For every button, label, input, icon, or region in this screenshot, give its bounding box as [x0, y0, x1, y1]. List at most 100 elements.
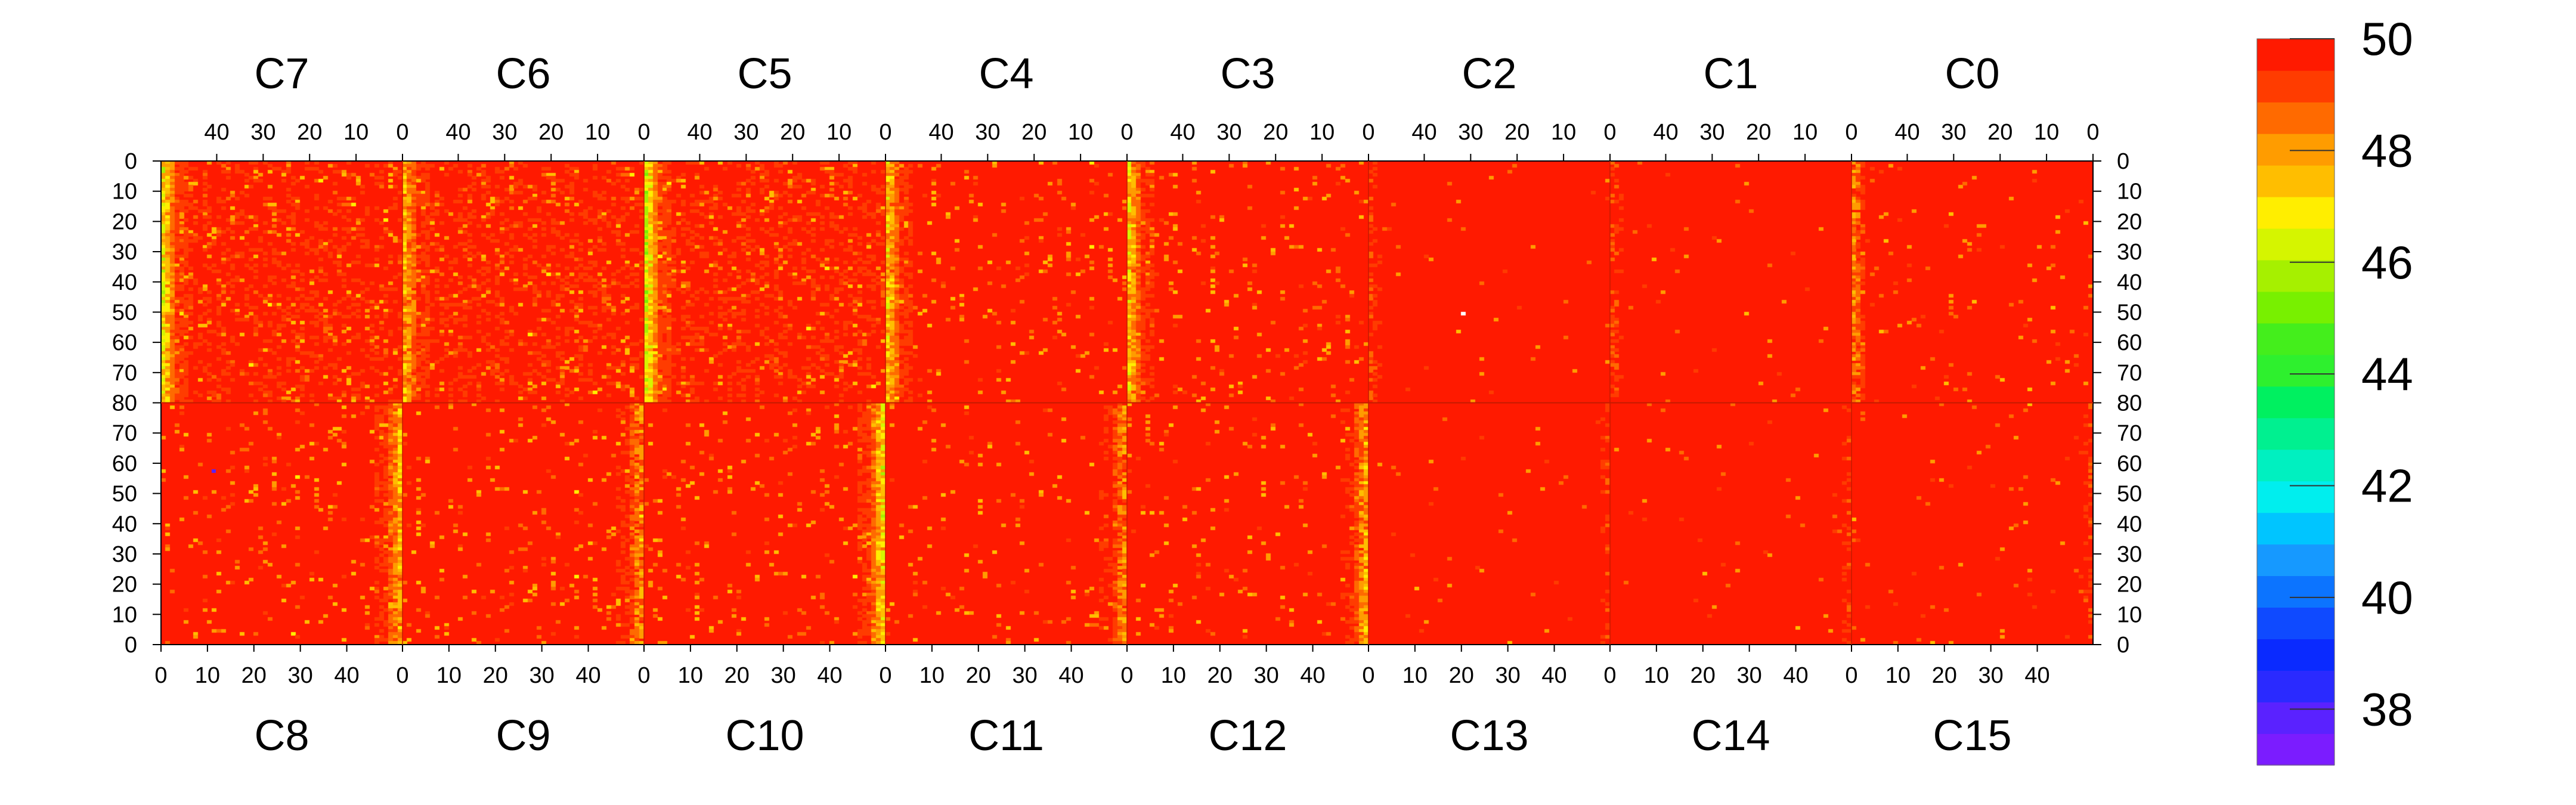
top-column-tick-label: 30 — [975, 120, 1000, 145]
colorbar-band — [2257, 386, 2334, 419]
colorbar-band — [2257, 607, 2334, 639]
colorbar-band — [2257, 70, 2334, 103]
colorbar-band — [2257, 354, 2334, 387]
row-tick-label-right: 20 — [2117, 209, 2142, 234]
bottom-column-tick-label: 40 — [1541, 663, 1566, 688]
top-column-tick-label: 20 — [1263, 120, 1288, 145]
colorbar-band — [2257, 417, 2334, 450]
top-column-tick-label: 30 — [1216, 120, 1241, 145]
top-column-tick-label: 10 — [826, 120, 852, 145]
bottom-column-tick-label: 0 — [1845, 663, 1857, 688]
top-column-tick-label: 10 — [343, 120, 369, 145]
bottom-column-tick-label: 20 — [1690, 663, 1716, 688]
top-column-tick-label: 40 — [445, 120, 470, 145]
top-column-tick-label: 0 — [1362, 120, 1374, 145]
top-column-tick-label: 0 — [1120, 120, 1133, 145]
colorbar-band — [2257, 512, 2334, 545]
top-column-tick-label: 0 — [1845, 120, 1857, 145]
row-tick-label-right: 30 — [2117, 240, 2142, 265]
top-column-tick-label: 30 — [1458, 120, 1483, 145]
bottom-column-tick-label: 20 — [1449, 663, 1474, 688]
row-tick-label-right: 50 — [2117, 482, 2142, 507]
colorbar-band — [2257, 101, 2334, 134]
colorbar-tick-label: 48 — [2361, 124, 2413, 177]
bottom-column-tick-label: 0 — [154, 663, 167, 688]
colorbar-band — [2257, 544, 2334, 577]
row-tick-label-right: 60 — [2117, 451, 2142, 476]
bottom-column-tick-label: 10 — [678, 663, 703, 688]
bottom-column-tick-label: 10 — [1885, 663, 1911, 688]
top-column-tick-label: 0 — [2086, 120, 2099, 145]
row-tick-label-left: 30 — [112, 240, 137, 265]
top-column-tick-label: 30 — [492, 120, 517, 145]
row-tick-label-left: 40 — [112, 512, 137, 537]
colorbar-band — [2257, 639, 2334, 671]
colorbar-band — [2257, 39, 2334, 71]
bottom-column-tick-label: 10 — [919, 663, 945, 688]
top-chip-labels: C7 C6 C5 C4 C3 C2 C1 C0 — [254, 50, 1999, 98]
chip-label-c0: C0 — [1945, 50, 1999, 98]
bottom-column-tick-label: 20 — [724, 663, 750, 688]
colorbar-band — [2257, 259, 2334, 292]
bottom-column-tick-label: 0 — [1362, 663, 1374, 688]
colorbar-tick-label: 46 — [2361, 236, 2413, 289]
row-tick-label-left: 50 — [112, 300, 137, 325]
bottom-chip-labels: C8 C9 C10 C11 C12 C13 C14 C15 — [254, 712, 2011, 760]
row-tick-label-right: 40 — [2117, 512, 2142, 537]
bottom-column-tick-label: 20 — [242, 663, 267, 688]
top-column-tick-label: 20 — [297, 120, 322, 145]
bottom-column-tick-label: 10 — [195, 663, 220, 688]
bottom-column-tick-label: 30 — [1979, 663, 2004, 688]
top-column-tick-label: 20 — [1746, 120, 1771, 145]
top-column-tick-label: 30 — [733, 120, 758, 145]
top-column-tick-label: 40 — [1653, 120, 1678, 145]
bottom-column-tick-label: 20 — [1208, 663, 1233, 688]
top-column-tick-label: 30 — [1699, 120, 1724, 145]
row-tick-label-right: 30 — [2117, 542, 2142, 567]
row-tick-label-right: 0 — [2117, 633, 2129, 658]
colorbar-tick-label: 44 — [2361, 348, 2413, 400]
bottom-column-tick-label: 40 — [334, 663, 359, 688]
chip-label-c5: C5 — [737, 50, 792, 98]
bottom-column-tick-label: 30 — [288, 663, 313, 688]
top-column-tick-label: 20 — [1504, 120, 1530, 145]
bottom-column-tick-label: 30 — [771, 663, 796, 688]
colorbar-tick-label: 42 — [2361, 460, 2413, 512]
colorbar-band — [2257, 196, 2334, 229]
colorbar-band — [2257, 733, 2334, 766]
top-column-tick-label: 40 — [1170, 120, 1195, 145]
row-tick-label-left: 60 — [112, 451, 137, 476]
bottom-column-tick-label: 10 — [436, 663, 462, 688]
colorbar-tick-label: 38 — [2361, 683, 2413, 735]
row-tick-label-left: 70 — [112, 361, 137, 386]
top-column-tick-label: 40 — [687, 120, 712, 145]
colorbar-band — [2257, 323, 2334, 355]
top-column-tick-label: 0 — [637, 120, 650, 145]
row-tick-label-left: 50 — [112, 482, 137, 507]
bottom-column-tick-label: 30 — [1254, 663, 1279, 688]
colorbar-tick-label: 40 — [2361, 571, 2413, 624]
row-tick-label-right: 60 — [2117, 330, 2142, 355]
row-tick-label-right: 50 — [2117, 300, 2142, 325]
chip-label-c11: C11 — [968, 712, 1044, 760]
bottom-column-tick-label: 30 — [1496, 663, 1521, 688]
chip-label-c15: C15 — [1933, 712, 2011, 760]
bottom-column-tick-label: 10 — [1402, 663, 1428, 688]
row-tick-label-left: 40 — [112, 270, 137, 295]
bottom-column-tick-label: 30 — [1737, 663, 1762, 688]
bottom-column-tick-label: 0 — [637, 663, 650, 688]
row-tick-label-left: 10 — [112, 179, 137, 205]
top-column-tick-label: 30 — [1941, 120, 1966, 145]
top-column-tick-label: 40 — [1894, 120, 1919, 145]
chip-label-c1: C1 — [1703, 50, 1758, 98]
top-column-tick-label: 10 — [1068, 120, 1093, 145]
bottom-column-tick-label: 20 — [966, 663, 991, 688]
chip-label-c10: C10 — [725, 712, 804, 760]
bottom-column-tick-label: 10 — [1644, 663, 1669, 688]
row-tick-label-right: 40 — [2117, 270, 2142, 295]
row-tick-label-right: 10 — [2117, 602, 2142, 627]
bottom-column-tick-label: 20 — [483, 663, 508, 688]
bottom-column-tick-label: 40 — [817, 663, 842, 688]
row-tick-label-left: 0 — [125, 633, 137, 658]
